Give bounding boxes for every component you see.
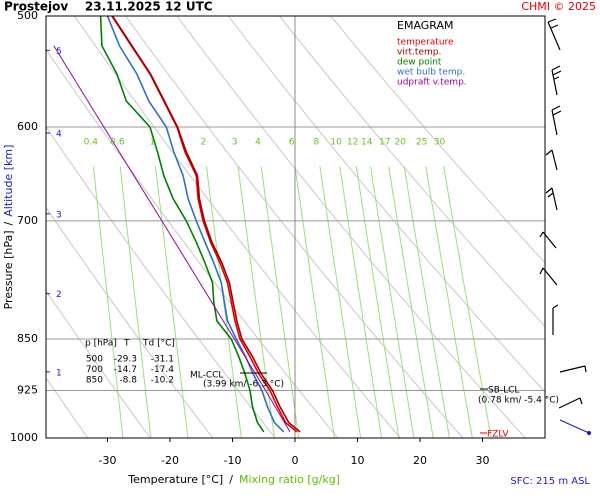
legend-label: temperature: [397, 38, 454, 48]
copyright: CHMI © 2025: [521, 0, 596, 13]
wind-barb: [559, 419, 590, 434]
mixing-ratio-label: 0.4: [84, 138, 99, 148]
x-label-text: Temperature [°C]: [127, 473, 223, 486]
x-tick-label: -20: [161, 454, 179, 467]
y-tick-label: 1000: [10, 431, 38, 444]
x-label-2: Mixing ratio [g/kg]: [239, 473, 340, 486]
wind-barb: [559, 365, 587, 373]
labels: 0.4 0.6 1 2 3 4 6 8 10 12 14 17 20 25 3050060070085092…: [10, 9, 490, 467]
y-tick-label: 925: [17, 384, 38, 397]
wind-barb: [551, 65, 562, 96]
wind-barb: [586, 430, 592, 436]
legend-label: wet bulb temp.: [397, 68, 465, 78]
dry-adiabat: [330, 16, 545, 264]
x-label: Temperature [°C] / Mixing ratio [g/kg]: [127, 473, 340, 486]
dry-adiabat: [46, 289, 151, 438]
table-cell: 500: [86, 355, 103, 365]
legend-label: dew point: [397, 58, 442, 68]
mixing-ratio-label: 12: [347, 138, 358, 148]
y-label-2: Altitude [km]: [2, 145, 15, 217]
y-tick-label: 500: [17, 9, 38, 22]
mixing-ratio-label: 14: [361, 138, 373, 148]
altitude-tick-label: 5: [56, 47, 62, 57]
fzlv: FZLV: [487, 430, 509, 440]
mixing-ratio-label: 4: [255, 138, 261, 148]
chart-title: Prostejov 23.11.2025 12 UTC: [4, 0, 213, 14]
mixing-ratio-label: 20: [394, 138, 406, 148]
wind-barb: [547, 18, 561, 51]
sb-lcl-detail: (0.78 km/ -5.4 °C): [478, 396, 559, 406]
profile-line: [111, 16, 301, 433]
wind-barb: [539, 267, 558, 286]
table-cell: -10.2: [151, 376, 174, 386]
wind-barb: [558, 397, 583, 409]
mixing-ratio-label: 25: [416, 138, 427, 148]
profile-line: [99, 16, 265, 433]
legend-label: virt.temp.: [397, 48, 441, 58]
mixing-ratio-label: 3: [232, 138, 238, 148]
table-cell: -17.4: [151, 365, 175, 375]
dry-adiabat: [73, 16, 401, 438]
table-header: p [hPa]: [85, 339, 117, 349]
table-cell: -14.7: [114, 365, 137, 375]
dry-adiabat: [227, 16, 545, 393]
y-label-text: Pressure [hPa]: [2, 230, 15, 309]
table-cell: 700: [86, 365, 103, 375]
mixing-ratio-label: 8: [314, 138, 320, 148]
table-cell: -29.3: [114, 355, 137, 365]
x-tick-label: 10: [351, 454, 365, 467]
plot-frame: [45, 15, 546, 439]
dry-adiabat: [176, 16, 526, 438]
y-tick-label: 700: [17, 214, 38, 227]
x-tick-label: -30: [99, 454, 117, 467]
x-tick-label: 30: [476, 454, 490, 467]
y-label: Pressure [hPa] / Altitude [km]: [2, 145, 15, 310]
mixing-ratio-label: 30: [434, 138, 446, 148]
mixing-ratio-label: 0.6: [110, 138, 125, 148]
sb-lcl: SB-LCL: [488, 386, 519, 396]
altitude-tick-label: 4: [56, 130, 62, 140]
altitude-tick-label: 2: [56, 290, 62, 300]
wind-barb: [545, 187, 558, 211]
wind-barb: [545, 149, 558, 171]
mixing-ratio-label: 17: [379, 138, 390, 148]
x-tick-label: -10: [224, 454, 242, 467]
dry-adiabat: [46, 206, 214, 438]
wind-barb: [539, 231, 557, 249]
mixing-ratio-label: 10: [330, 138, 342, 148]
wind-barb: [552, 304, 559, 335]
y-tick-label: 600: [17, 120, 38, 133]
profiles: [53, 16, 301, 433]
altitude-tick-label: 1: [56, 368, 62, 378]
table-header: Td [°C]: [142, 339, 175, 349]
altitude-tick-label: 3: [56, 210, 62, 220]
wind-barb: [551, 105, 562, 136]
legend-label: udpraft v.temp.: [397, 78, 467, 88]
footer: SFC: 215 m ASL: [510, 476, 590, 487]
ml-ccl-detail: (3.99 km/ -6.3 °C): [203, 380, 284, 390]
profile-line: [53, 45, 291, 433]
mixing-ratio-label: 1: [150, 138, 156, 148]
table-cell: -8.8: [119, 376, 137, 386]
table-cell: -31.1: [151, 355, 174, 365]
dry-adiabat: [46, 126, 276, 438]
ml-ccl: ML-CCL: [190, 371, 223, 381]
x-tick-label: 0: [292, 454, 299, 467]
mixing-ratio-label: 2: [201, 138, 207, 148]
dry-adiabat: [46, 376, 89, 438]
wind-barbs: [539, 18, 592, 436]
table-header: T: [123, 339, 130, 349]
dry-adiabat: [279, 16, 545, 328]
y-tick-label: 850: [17, 332, 38, 345]
mixing-ratio-label: 6: [289, 138, 295, 148]
legend-title: EMAGRAM: [397, 19, 454, 32]
dry-adiabat: [125, 16, 464, 438]
x-tick-label: 20: [413, 454, 427, 467]
table-cell: 850: [86, 376, 103, 386]
x-label-sep: /: [229, 473, 233, 486]
y-label-sep: /: [2, 221, 15, 225]
profile-line: [106, 16, 285, 433]
